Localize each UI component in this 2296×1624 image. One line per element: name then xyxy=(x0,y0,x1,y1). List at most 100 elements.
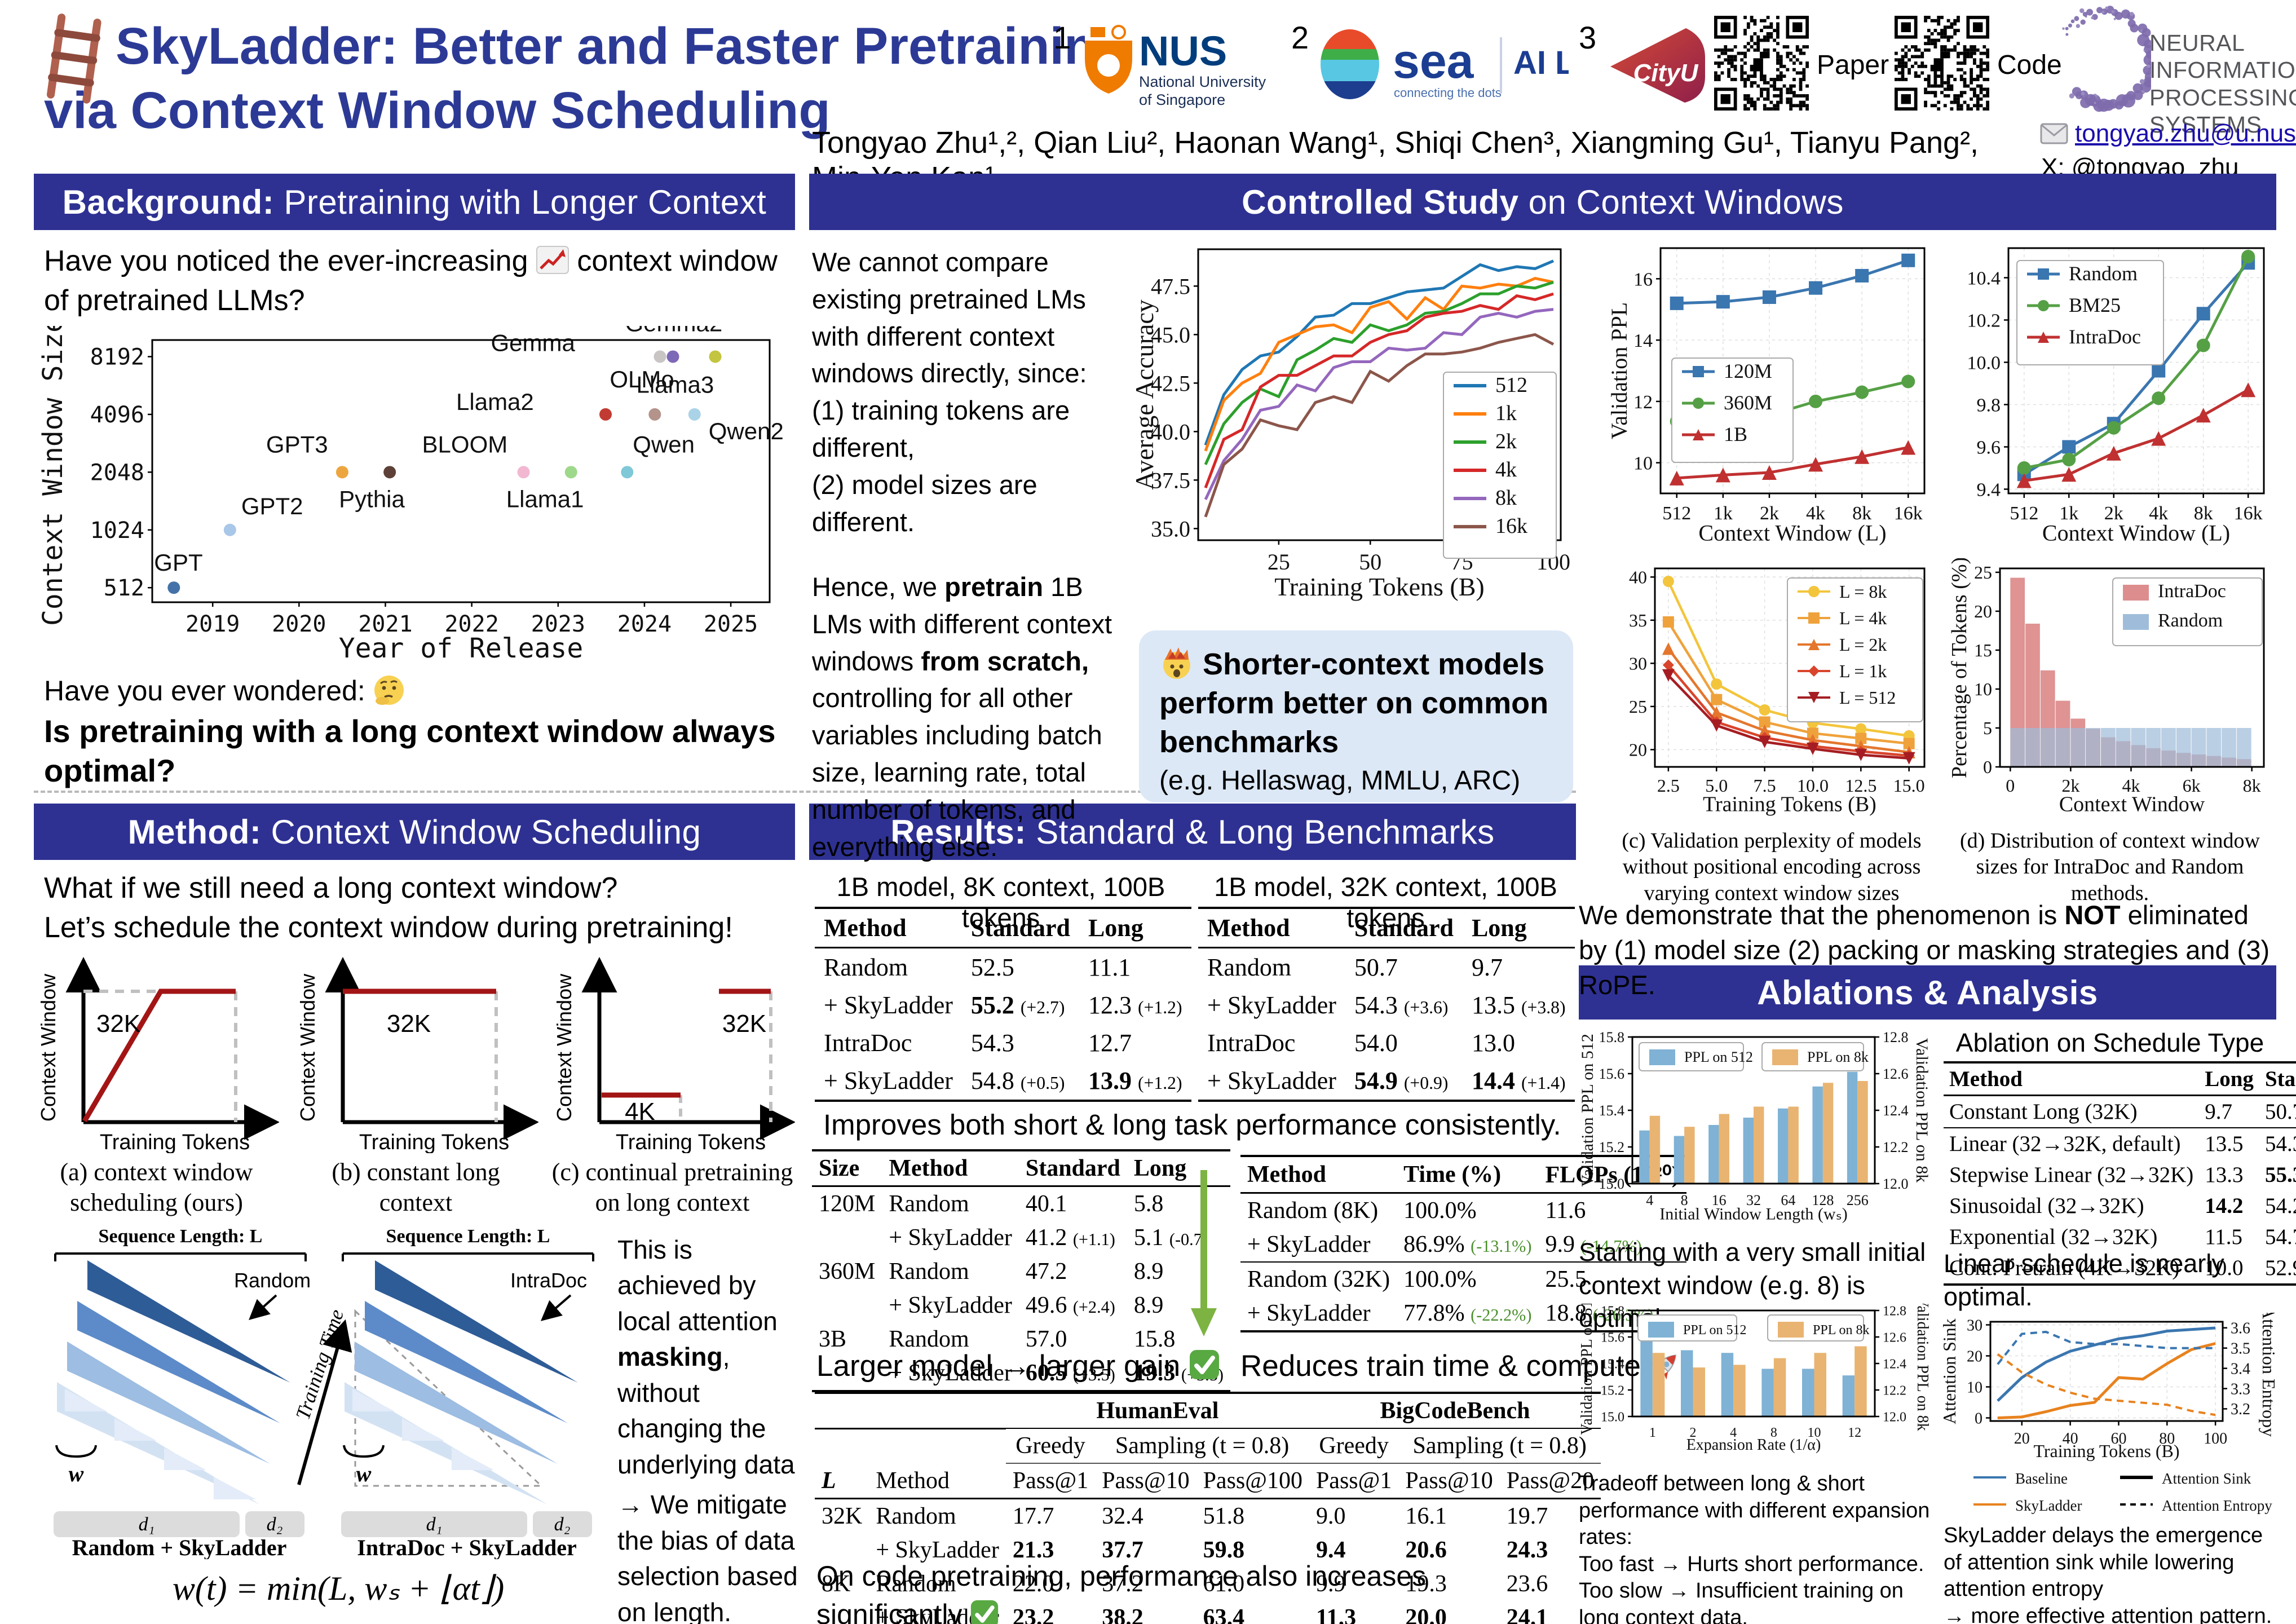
not-text-2: eliminated by (1) model size (2) packing… xyxy=(1579,900,2270,1000)
svg-text:10.0: 10.0 xyxy=(1967,352,2001,373)
svg-text:IntraDoc: IntraDoc xyxy=(2158,581,2226,602)
svg-text:2020: 2020 xyxy=(272,611,326,637)
col-bigcodebench: BigCodeBench xyxy=(1309,1393,1601,1429)
svg-text:8: 8 xyxy=(1770,1426,1777,1440)
svg-text:20: 20 xyxy=(2014,1430,2030,1448)
nus-logo: NUS National University of Singapore xyxy=(1085,24,1266,108)
svg-text:40: 40 xyxy=(2063,1430,2078,1448)
masking-note: This is achieved by local attention mask… xyxy=(617,1232,798,1624)
svg-text:Validation PPL on 512: Validation PPL on 512 xyxy=(1578,1034,1597,1186)
svg-text:16: 16 xyxy=(1712,1192,1727,1208)
context-window-scatter-chart: GPT GPT2 GPT3 Pythia BLOOM Llama1 Llama2 Qwen OL… xyxy=(39,326,784,664)
table-row: IntraDoc 54.0 13.0 xyxy=(1207,1029,1515,1057)
svg-text:GPT: GPT xyxy=(154,549,202,576)
results-note-1: Improves both short & long task performa… xyxy=(823,1109,1561,1141)
svg-text:2k: 2k xyxy=(1495,430,1517,453)
table-row: Sinusoidal (32→32K)14.254.2 xyxy=(1949,1194,2296,1218)
svg-text:SkyLadder: SkyLadder xyxy=(2015,1497,2082,1514)
schedule-ablation-title: Ablation on Schedule Type xyxy=(1955,1028,2264,1057)
diagram-a-caption: (a) context window scheduling (ours) xyxy=(60,1158,253,1216)
svg-text:Attention Sink: Attention Sink xyxy=(2162,1470,2251,1487)
controlled-study-header-bold: Controlled Study xyxy=(1242,183,1519,221)
svg-text:Pythia: Pythia xyxy=(339,486,405,512)
svg-text:1B: 1B xyxy=(1724,423,1747,445)
table-row: + SkyLadder 55.2 (+2.7) 12.3 (+1.2) xyxy=(824,991,1182,1019)
affiliation-2-number: 2 xyxy=(1291,20,1309,55)
tradeoff-line-3: Too slow → Insufficient training on long… xyxy=(1579,1579,1904,1624)
diagram-c-xlabel: Training Tokens xyxy=(616,1131,766,1153)
cs-p2b: pretrain xyxy=(944,572,1044,602)
svg-text:Initial Window Length (wₛ): Initial Window Length (wₛ) xyxy=(1659,1205,1848,1224)
diagram-b-xlabel: Training Tokens xyxy=(359,1131,509,1153)
table-row: 120M Random 40.1 5.8 xyxy=(819,1191,1164,1217)
chart-increasing-icon xyxy=(536,246,569,274)
svg-text:47.5: 47.5 xyxy=(1151,273,1190,299)
svg-text:2019: 2019 xyxy=(186,611,240,637)
svg-text:12.0: 12.0 xyxy=(1883,1176,1909,1192)
validation-ppl-by-size-chart: 512 1k 2k 4k 8k 16k 10 12 14 16 Context Window (L)… xyxy=(1606,247,1926,545)
svg-text:BLOOM: BLOOM xyxy=(422,431,508,457)
svg-text:Training Tokens (B): Training Tokens (B) xyxy=(1274,572,1484,601)
table-row: 8K Random 22.0 37.2 61.0 9.9 19.3 23.6 xyxy=(822,1571,1548,1597)
email-icon xyxy=(2040,123,2068,144)
svg-text:IntraDoc: IntraDoc xyxy=(2069,325,2141,348)
svg-text:30: 30 xyxy=(1629,654,1647,674)
email-link[interactable]: tongyao.zhu@u.nus.edu xyxy=(2075,120,2296,147)
neurips-name-line1: NEURAL INFORMATION xyxy=(2149,30,2296,83)
controlled-study-header-rest: on Context Windows xyxy=(1518,183,1844,221)
wondered-line: Have you ever wondered: xyxy=(44,674,405,707)
svg-text:2024: 2024 xyxy=(617,611,672,637)
svg-text:0: 0 xyxy=(1975,1410,1982,1427)
svg-text:12: 12 xyxy=(1848,1426,1861,1440)
bold-question: Is pretraining with a long context windo… xyxy=(44,713,776,788)
svg-text:60: 60 xyxy=(2110,1430,2126,1448)
affiliation-1-number: 1 xyxy=(1053,20,1071,55)
svg-text:1024: 1024 xyxy=(90,518,144,544)
svg-text:120M: 120M xyxy=(1724,360,1772,382)
svg-text:8k: 8k xyxy=(2243,775,2261,796)
svg-text:PPL on 8k: PPL on 8k xyxy=(1807,1049,1869,1065)
svg-text:64: 64 xyxy=(1781,1192,1795,1208)
svg-text:Llama2: Llama2 xyxy=(456,389,534,415)
masking-note-2: , without changing the underlying data xyxy=(617,1342,795,1479)
svg-text:512: 512 xyxy=(2010,503,2038,524)
caption-intradoc-skyladder: IntraDoc + SkyLadder xyxy=(357,1535,577,1559)
svg-text:12: 12 xyxy=(1633,392,1653,413)
svg-text:4k: 4k xyxy=(2149,503,2168,524)
col-long: Long xyxy=(1127,1150,1230,1187)
sea-tagline: connecting the dots xyxy=(1394,86,1502,100)
seq-length-label-right: Sequence Length: L xyxy=(386,1226,550,1247)
table-row: + SkyLadder 54.9 (+0.9) 14.4 (+1.4) xyxy=(1207,1067,1566,1095)
cs-p2e: controlling for all other variables incl… xyxy=(812,683,1102,862)
svg-text:3.3: 3.3 xyxy=(2231,1380,2250,1398)
background-header-bold: Background: xyxy=(62,183,275,221)
svg-text:40: 40 xyxy=(1629,567,1647,588)
svg-text:2: 2 xyxy=(1690,1426,1697,1440)
svg-text:42.5: 42.5 xyxy=(1151,370,1190,396)
nus-sub2: of Singapore xyxy=(1139,91,1225,108)
table-row: Exponential (32→32K)11.554.7 xyxy=(1949,1225,2296,1249)
svg-text:Gemma2: Gemma2 xyxy=(625,326,723,336)
svg-text:15: 15 xyxy=(1974,640,1992,660)
window-schedule-formula: w(t) = min(L, wₛ + ⌊αt⌋) xyxy=(172,1570,505,1607)
svg-text:32: 32 xyxy=(1746,1192,1761,1208)
seq-length-label-left: Sequence Length: L xyxy=(99,1226,263,1247)
col-standard: Standard xyxy=(1345,908,1463,948)
svg-text:128: 128 xyxy=(1812,1192,1834,1208)
table-row: Stepwise Linear (32→32K)13.355.3 xyxy=(1949,1163,2296,1187)
svg-text:15.8: 15.8 xyxy=(1599,1029,1625,1045)
col-pass10: Pass@10 xyxy=(1095,1463,1196,1499)
col-method: Method xyxy=(1198,908,1345,948)
svg-text:512: 512 xyxy=(104,575,144,601)
nus-acronym: NUS xyxy=(1139,28,1227,74)
svg-text:0: 0 xyxy=(1983,757,1992,777)
table-row: Random (8K) 100.0% 11.6 xyxy=(1247,1198,1586,1224)
col-method: Method xyxy=(1944,1062,2200,1096)
svg-text:Training Tokens (B): Training Tokens (B) xyxy=(2033,1441,2179,1461)
exploding-head-icon xyxy=(1163,647,1190,679)
table-row: + SkyLadder 77.8% (-22.2%) 18.8 (-26.3%) xyxy=(1247,1300,1654,1326)
svg-text:Attention Sink: Attention Sink xyxy=(1941,1318,1959,1424)
col-method: Method xyxy=(815,908,962,948)
svg-text:Random: Random xyxy=(2158,610,2223,631)
